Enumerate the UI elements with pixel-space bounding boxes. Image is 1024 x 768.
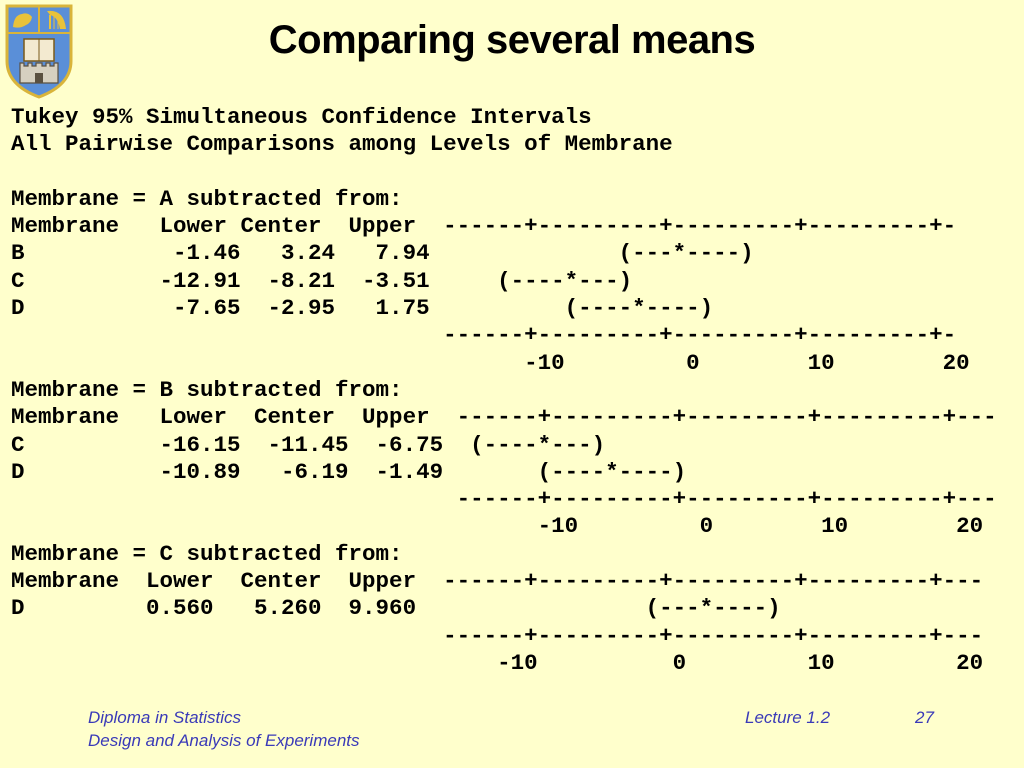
output-line: C -16.15 -11.45 -6.75 (----*---) <box>11 431 606 458</box>
footer-course: Diploma in Statistics <box>88 708 242 727</box>
output-line: D -10.89 -6.19 -1.49 (----*----) <box>11 458 687 485</box>
university-crest-logo <box>4 3 74 99</box>
output-line: Membrane = A subtracted from: <box>11 185 403 212</box>
output-line: ------+---------+---------+---------+- <box>11 322 957 349</box>
output-line: Membrane Lower Center Upper ------+-----… <box>11 568 984 595</box>
tukey-comparison-output: Tukey 95% Simultaneous Confidence Interv… <box>11 104 997 677</box>
output-line: B -1.46 3.24 7.94 (---*----) <box>11 240 754 267</box>
output-line: All Pairwise Comparisons among Levels of… <box>11 131 673 158</box>
slide-title: Comparing several means <box>268 18 756 62</box>
output-line: Membrane Lower Center Upper ------+-----… <box>11 404 997 431</box>
output-line: Membrane = B subtracted from: <box>11 376 403 403</box>
output-line: -10 0 10 20 <box>11 649 984 676</box>
output-line: -10 0 10 20 <box>11 513 984 540</box>
output-line <box>11 159 997 186</box>
output-line: Membrane Lower Center Upper ------+-----… <box>11 213 957 240</box>
output-line: Membrane = C subtracted from: <box>11 540 403 567</box>
output-line: ------+---------+---------+---------+--- <box>11 486 997 513</box>
output-line: C -12.91 -8.21 -3.51 (----*---) <box>11 267 633 294</box>
output-line: -10 0 10 20 <box>11 349 970 376</box>
output-line: Tukey 95% Simultaneous Confidence Interv… <box>11 104 592 130</box>
footer-lecture: Lecture 1.2 <box>745 708 831 727</box>
output-line: D 0.560 5.260 9.960 (---*----) <box>11 595 781 622</box>
output-line: ------+---------+---------+---------+--- <box>11 622 984 649</box>
footer-page-number: 27 <box>915 708 934 727</box>
output-line: D -7.65 -2.95 1.75 (----*----) <box>11 295 714 322</box>
crest-shield-icon <box>5 4 73 99</box>
footer-module: Design and Analysis of Experiments <box>88 731 360 750</box>
